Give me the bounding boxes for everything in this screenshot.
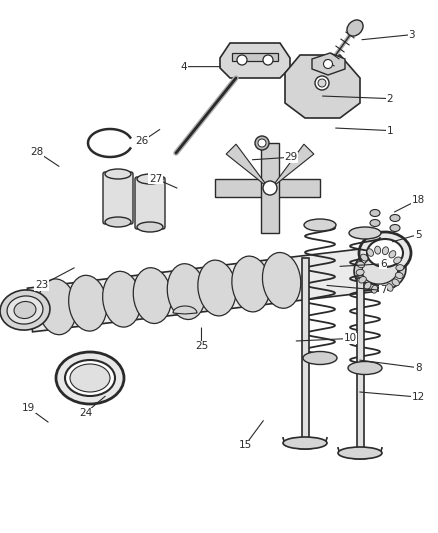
Polygon shape (226, 144, 275, 193)
Text: 27: 27 (149, 174, 162, 183)
Ellipse shape (137, 222, 163, 232)
Polygon shape (261, 143, 279, 233)
Ellipse shape (379, 286, 385, 294)
Ellipse shape (348, 361, 382, 375)
Polygon shape (265, 144, 314, 193)
Polygon shape (173, 306, 197, 314)
Text: 18: 18 (412, 195, 425, 205)
Ellipse shape (396, 265, 404, 271)
Ellipse shape (263, 55, 273, 65)
Text: 5: 5 (415, 230, 422, 239)
Text: 24: 24 (79, 408, 92, 418)
Ellipse shape (390, 214, 400, 222)
Ellipse shape (367, 239, 403, 267)
Ellipse shape (370, 209, 380, 216)
Ellipse shape (70, 364, 110, 392)
Ellipse shape (56, 352, 124, 404)
Text: 15: 15 (239, 440, 252, 450)
Ellipse shape (371, 285, 378, 293)
Text: 4: 4 (180, 62, 187, 71)
Ellipse shape (263, 181, 277, 195)
Ellipse shape (167, 264, 205, 319)
Ellipse shape (304, 219, 336, 231)
Ellipse shape (370, 220, 380, 227)
Ellipse shape (347, 20, 363, 36)
Ellipse shape (198, 260, 236, 316)
Text: 2: 2 (386, 94, 393, 103)
Text: 6: 6 (380, 259, 387, 269)
Ellipse shape (389, 251, 396, 258)
Text: 8: 8 (415, 363, 422, 373)
Ellipse shape (255, 136, 269, 150)
Ellipse shape (258, 139, 266, 147)
Ellipse shape (102, 271, 141, 327)
Ellipse shape (318, 79, 326, 87)
Ellipse shape (303, 351, 337, 365)
Ellipse shape (394, 257, 401, 263)
Polygon shape (285, 55, 360, 118)
Ellipse shape (137, 174, 163, 184)
Ellipse shape (65, 360, 115, 396)
Ellipse shape (14, 302, 36, 319)
Text: 7: 7 (380, 286, 387, 295)
Ellipse shape (386, 284, 393, 291)
Polygon shape (312, 53, 345, 75)
Ellipse shape (105, 217, 131, 227)
Text: 28: 28 (31, 147, 44, 157)
Ellipse shape (382, 247, 389, 255)
Ellipse shape (354, 249, 406, 291)
Ellipse shape (133, 268, 172, 324)
Text: 25: 25 (195, 342, 208, 351)
Ellipse shape (362, 256, 398, 284)
Text: 19: 19 (22, 403, 35, 413)
Text: 10: 10 (344, 334, 357, 343)
Ellipse shape (232, 256, 270, 312)
Text: 23: 23 (35, 280, 48, 290)
Text: 26: 26 (136, 136, 149, 146)
Text: 29: 29 (285, 152, 298, 162)
Ellipse shape (338, 447, 382, 459)
Ellipse shape (396, 272, 403, 279)
Ellipse shape (7, 296, 43, 324)
Ellipse shape (359, 277, 366, 283)
Ellipse shape (349, 227, 381, 239)
Polygon shape (215, 179, 320, 197)
Ellipse shape (315, 76, 329, 90)
Text: 12: 12 (412, 392, 425, 402)
Ellipse shape (374, 246, 381, 254)
FancyBboxPatch shape (103, 172, 133, 224)
Ellipse shape (262, 253, 301, 308)
Text: 1: 1 (386, 126, 393, 135)
FancyBboxPatch shape (135, 177, 165, 229)
Ellipse shape (390, 224, 400, 231)
Ellipse shape (324, 60, 332, 69)
Polygon shape (28, 248, 373, 332)
Ellipse shape (357, 262, 365, 268)
Polygon shape (220, 43, 290, 78)
Text: 3: 3 (408, 30, 415, 39)
Ellipse shape (359, 232, 411, 274)
Ellipse shape (69, 276, 107, 331)
Ellipse shape (367, 249, 374, 256)
Polygon shape (232, 53, 278, 61)
Ellipse shape (0, 290, 50, 330)
Ellipse shape (38, 279, 76, 335)
Bar (357, 278, 364, 453)
Ellipse shape (356, 269, 364, 276)
Bar (301, 258, 308, 443)
Ellipse shape (392, 279, 399, 286)
Ellipse shape (283, 437, 327, 449)
Ellipse shape (237, 55, 247, 65)
Ellipse shape (105, 169, 131, 179)
Ellipse shape (364, 282, 371, 289)
Ellipse shape (360, 254, 368, 261)
